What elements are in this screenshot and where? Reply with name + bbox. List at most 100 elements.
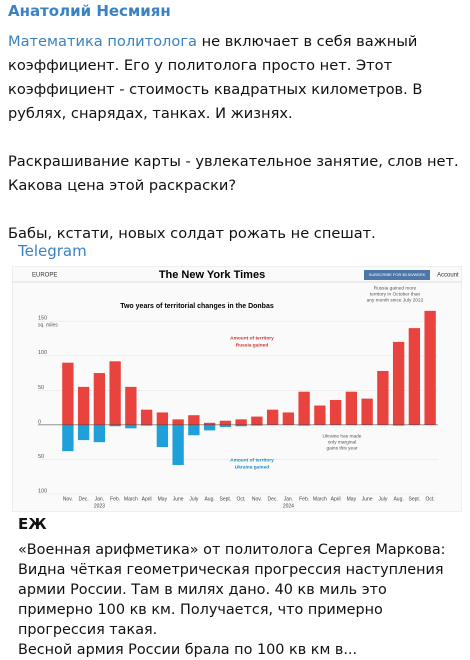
bar xyxy=(219,420,232,425)
bar xyxy=(392,424,405,426)
bar xyxy=(408,328,421,425)
bar xyxy=(251,416,263,425)
x-tick-label: Aug. xyxy=(204,496,214,502)
bar xyxy=(298,424,310,426)
chart-image[interactable]: EUROPE The New York Times SUBSCRIBE FOR $0… xyxy=(12,266,462,512)
x-tick-label: Sept. xyxy=(220,496,232,502)
annotation: only marginal xyxy=(328,439,357,445)
annotation: Ukraine gained xyxy=(235,464,269,470)
line: Видна чёткая геометрическая прогрессия н… xyxy=(18,562,444,638)
logo: The New York Times xyxy=(159,269,265,281)
x-tick-label: Dec. xyxy=(78,496,88,502)
x-tick-label: April xyxy=(142,496,152,502)
annotation: Russia gained xyxy=(236,342,269,348)
bar xyxy=(172,424,184,465)
bar xyxy=(377,370,389,425)
annotation: Amount of territory xyxy=(230,335,274,341)
y-tick-label: 150 xyxy=(38,316,47,322)
x-tick-label: Jan. xyxy=(284,496,293,502)
x-tick-label: March xyxy=(313,496,327,502)
bar xyxy=(361,398,373,425)
bar xyxy=(62,362,74,425)
annotation: Russia gained more xyxy=(374,285,417,291)
annotation: territory in October than xyxy=(370,291,421,297)
post-body: Математика политолога не включает в себя… xyxy=(8,30,460,270)
x-tick-label: Nov. xyxy=(63,496,73,502)
bar xyxy=(235,424,247,427)
year-label: 2024 xyxy=(283,503,294,509)
bar xyxy=(156,412,169,425)
bar xyxy=(109,361,121,425)
y-unit: sq. miles xyxy=(38,323,58,329)
annotation: any month since July 2022 xyxy=(367,297,424,303)
bar xyxy=(329,400,342,425)
paragraph: Бабы, кстати, новых солдат рожать не спе… xyxy=(8,225,376,242)
chart-title: Two years of territorial changes in the … xyxy=(120,303,274,310)
y-tick-label: 0 xyxy=(38,419,41,425)
bar xyxy=(125,386,137,425)
text: не включает в себя важный коэффициент. Е… xyxy=(8,33,423,122)
page: Анатолий Несмиян Математика политолога н… xyxy=(8,2,462,658)
bar xyxy=(109,424,121,427)
bar xyxy=(125,424,137,429)
source-link[interactable]: Telegram xyxy=(18,242,87,260)
bar xyxy=(282,412,295,425)
bar xyxy=(172,419,184,425)
bar xyxy=(77,386,90,425)
x-tick-label: July xyxy=(189,496,198,502)
bar xyxy=(298,391,310,425)
bar xyxy=(219,424,232,427)
year-label: 2023 xyxy=(94,503,105,509)
line: Весной армия России брала по 100 кв км в… xyxy=(18,642,358,658)
x-tick-label: Sept. xyxy=(409,496,421,502)
bar xyxy=(62,424,74,452)
bar xyxy=(314,405,326,425)
bar xyxy=(77,424,90,441)
y-tick-label: 50 xyxy=(38,385,44,391)
repost-author: ЕЖ xyxy=(18,515,47,533)
bar xyxy=(345,391,358,425)
bar xyxy=(140,424,153,426)
x-tick-label: May xyxy=(347,496,357,502)
x-tick-label: Feb. xyxy=(110,496,120,502)
bar xyxy=(251,424,263,426)
x-tick-label: Oct. xyxy=(237,496,246,502)
bar xyxy=(235,419,247,425)
x-tick-label: Aug. xyxy=(393,496,403,502)
x-tick-label: June xyxy=(362,496,373,502)
bar xyxy=(188,424,200,436)
x-tick-label: Jan. xyxy=(95,496,104,502)
repost-body: «Военная арифметика» от политолога Серге… xyxy=(18,540,464,660)
x-tick-label: April xyxy=(331,496,341,502)
annotation: Amount of territory xyxy=(230,457,274,463)
section: EUROPE xyxy=(32,273,57,279)
y-tick-label: 100 xyxy=(38,488,47,494)
bar xyxy=(93,424,106,443)
x-tick-label: Feb. xyxy=(299,496,309,502)
annotation: Ukraine has made xyxy=(323,433,362,439)
x-tick-label: Dec. xyxy=(267,496,277,502)
bar xyxy=(392,341,405,425)
x-tick-label: June xyxy=(173,496,184,502)
x-tick-label: May xyxy=(158,496,168,502)
bar xyxy=(93,373,106,425)
paragraph: Раскрашивание карты - увлекательное заня… xyxy=(8,153,459,194)
x-tick-label: July xyxy=(378,496,387,502)
author[interactable]: Анатолий Несмиян xyxy=(8,2,171,20)
bar xyxy=(266,409,279,425)
bar xyxy=(156,424,169,447)
y-tick-label: 100 xyxy=(38,350,47,356)
paragraph: Математика политолога не включает в себя… xyxy=(8,30,460,126)
x-tick-label: Oct. xyxy=(426,496,435,502)
subscribe-button xyxy=(364,270,430,280)
y-tick-label: 50 xyxy=(38,454,44,460)
bar xyxy=(424,310,436,425)
bar xyxy=(140,409,153,425)
bar xyxy=(203,422,216,425)
annotation: gains this year xyxy=(327,445,358,451)
link[interactable]: Математика политолога xyxy=(8,33,197,50)
bar xyxy=(203,424,216,431)
x-tick-label: Nov. xyxy=(252,496,262,502)
x-tick-label: March xyxy=(124,496,138,502)
account: Account xyxy=(437,273,459,279)
